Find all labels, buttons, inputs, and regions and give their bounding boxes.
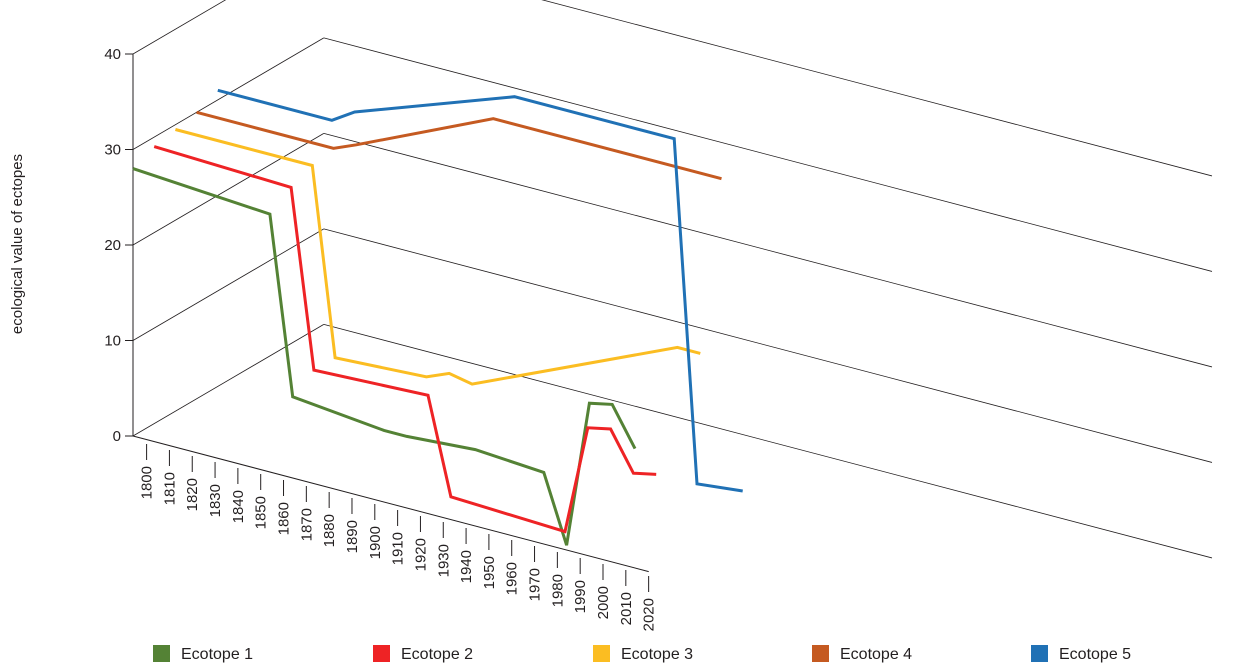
grid-side-40 (132, 0, 227, 55)
x-tick-label-1920: 1920 (412, 538, 429, 571)
legend-swatch-2 (373, 645, 390, 662)
x-tick-label-1890: 1890 (344, 520, 361, 553)
legend-label-1: Ecotope 1 (181, 646, 253, 663)
grid-side-20 (132, 133, 325, 246)
x-tick-label-1870: 1870 (298, 508, 315, 541)
x-axis-line (132, 435, 649, 573)
legend-item-4: Ecotope 4 (812, 645, 912, 663)
x-tick-label-1970: 1970 (527, 568, 544, 601)
legend-swatch-1 (153, 645, 170, 662)
legend-item-1: Ecotope 1 (153, 645, 253, 663)
x-tick-label-2020: 2020 (641, 598, 658, 631)
grid-line-0 (323, 324, 1213, 559)
x-tick-label-1830: 1830 (207, 484, 224, 517)
y-tick-label-0: 0 (113, 428, 121, 445)
x-tick-label-1930: 1930 (435, 544, 452, 577)
grid-side-0 (132, 324, 325, 437)
x-tick-label-2000: 2000 (595, 586, 612, 619)
x-tick-label-1800: 1800 (139, 466, 156, 499)
grid-line-20 (323, 133, 1213, 368)
legend-label-2: Ecotope 2 (401, 646, 473, 663)
x-tick-label-1980: 1980 (549, 574, 566, 607)
legend-swatch-4 (812, 645, 829, 662)
grid-line-30 (323, 37, 1213, 272)
series-line-ecotope-2 (153, 145, 657, 534)
x-tick-label-1960: 1960 (504, 562, 521, 595)
y-axis-title: ecological value of ectopes (9, 154, 26, 334)
series-line-ecotope-3 (175, 128, 701, 386)
x-tick-label-1840: 1840 (230, 490, 247, 523)
y-tick-label-40: 40 (104, 46, 121, 63)
grid-side-10 (132, 228, 325, 341)
legend: Ecotope 1 Ecotope 2 Ecotope 3 Ecotope 4 Ecot… (153, 645, 1131, 663)
legend-label-4: Ecotope 4 (840, 646, 912, 663)
x-tick-label-1810: 1810 (161, 472, 178, 505)
grid-layer (132, 0, 1213, 559)
legend-item-2: Ecotope 2 (373, 645, 473, 663)
series-line-ecotope-4 (196, 110, 722, 181)
x-tick-label-1850: 1850 (253, 496, 270, 529)
x-tick-label-1990: 1990 (572, 580, 589, 613)
x-tick-label-1860: 1860 (276, 502, 293, 535)
grid-line-10 (323, 228, 1213, 463)
x-tick-label-1900: 1900 (367, 526, 384, 559)
legend-label-5: Ecotope 5 (1059, 646, 1131, 663)
x-tick-label-2010: 2010 (618, 592, 635, 625)
series-line-ecotope-5 (217, 88, 743, 493)
series-layer (132, 88, 743, 546)
x-tick-label-1880: 1880 (321, 514, 338, 547)
y-tick-label-30: 30 (104, 142, 121, 159)
x-tick-label-1820: 1820 (184, 478, 201, 511)
axis-layer: 0 10 20 30 40 1800 1810 1820 1830 1840 1850 1860 187… (104, 46, 657, 631)
legend-swatch-5 (1031, 645, 1048, 662)
legend-swatch-3 (593, 645, 610, 662)
grid-line-40 (541, 0, 1213, 177)
x-tick-label-1940: 1940 (458, 550, 475, 583)
x-tick-label-1910: 1910 (390, 532, 407, 565)
x-tick-label-1950: 1950 (481, 556, 498, 589)
y-tick-label-20: 20 (104, 237, 121, 254)
legend-item-3: Ecotope 3 (593, 645, 693, 663)
series-line-ecotope-1 (132, 167, 637, 546)
legend-item-5: Ecotope 5 (1031, 645, 1131, 663)
y-tick-label-10: 10 (104, 333, 121, 350)
legend-label-3: Ecotope 3 (621, 646, 693, 663)
